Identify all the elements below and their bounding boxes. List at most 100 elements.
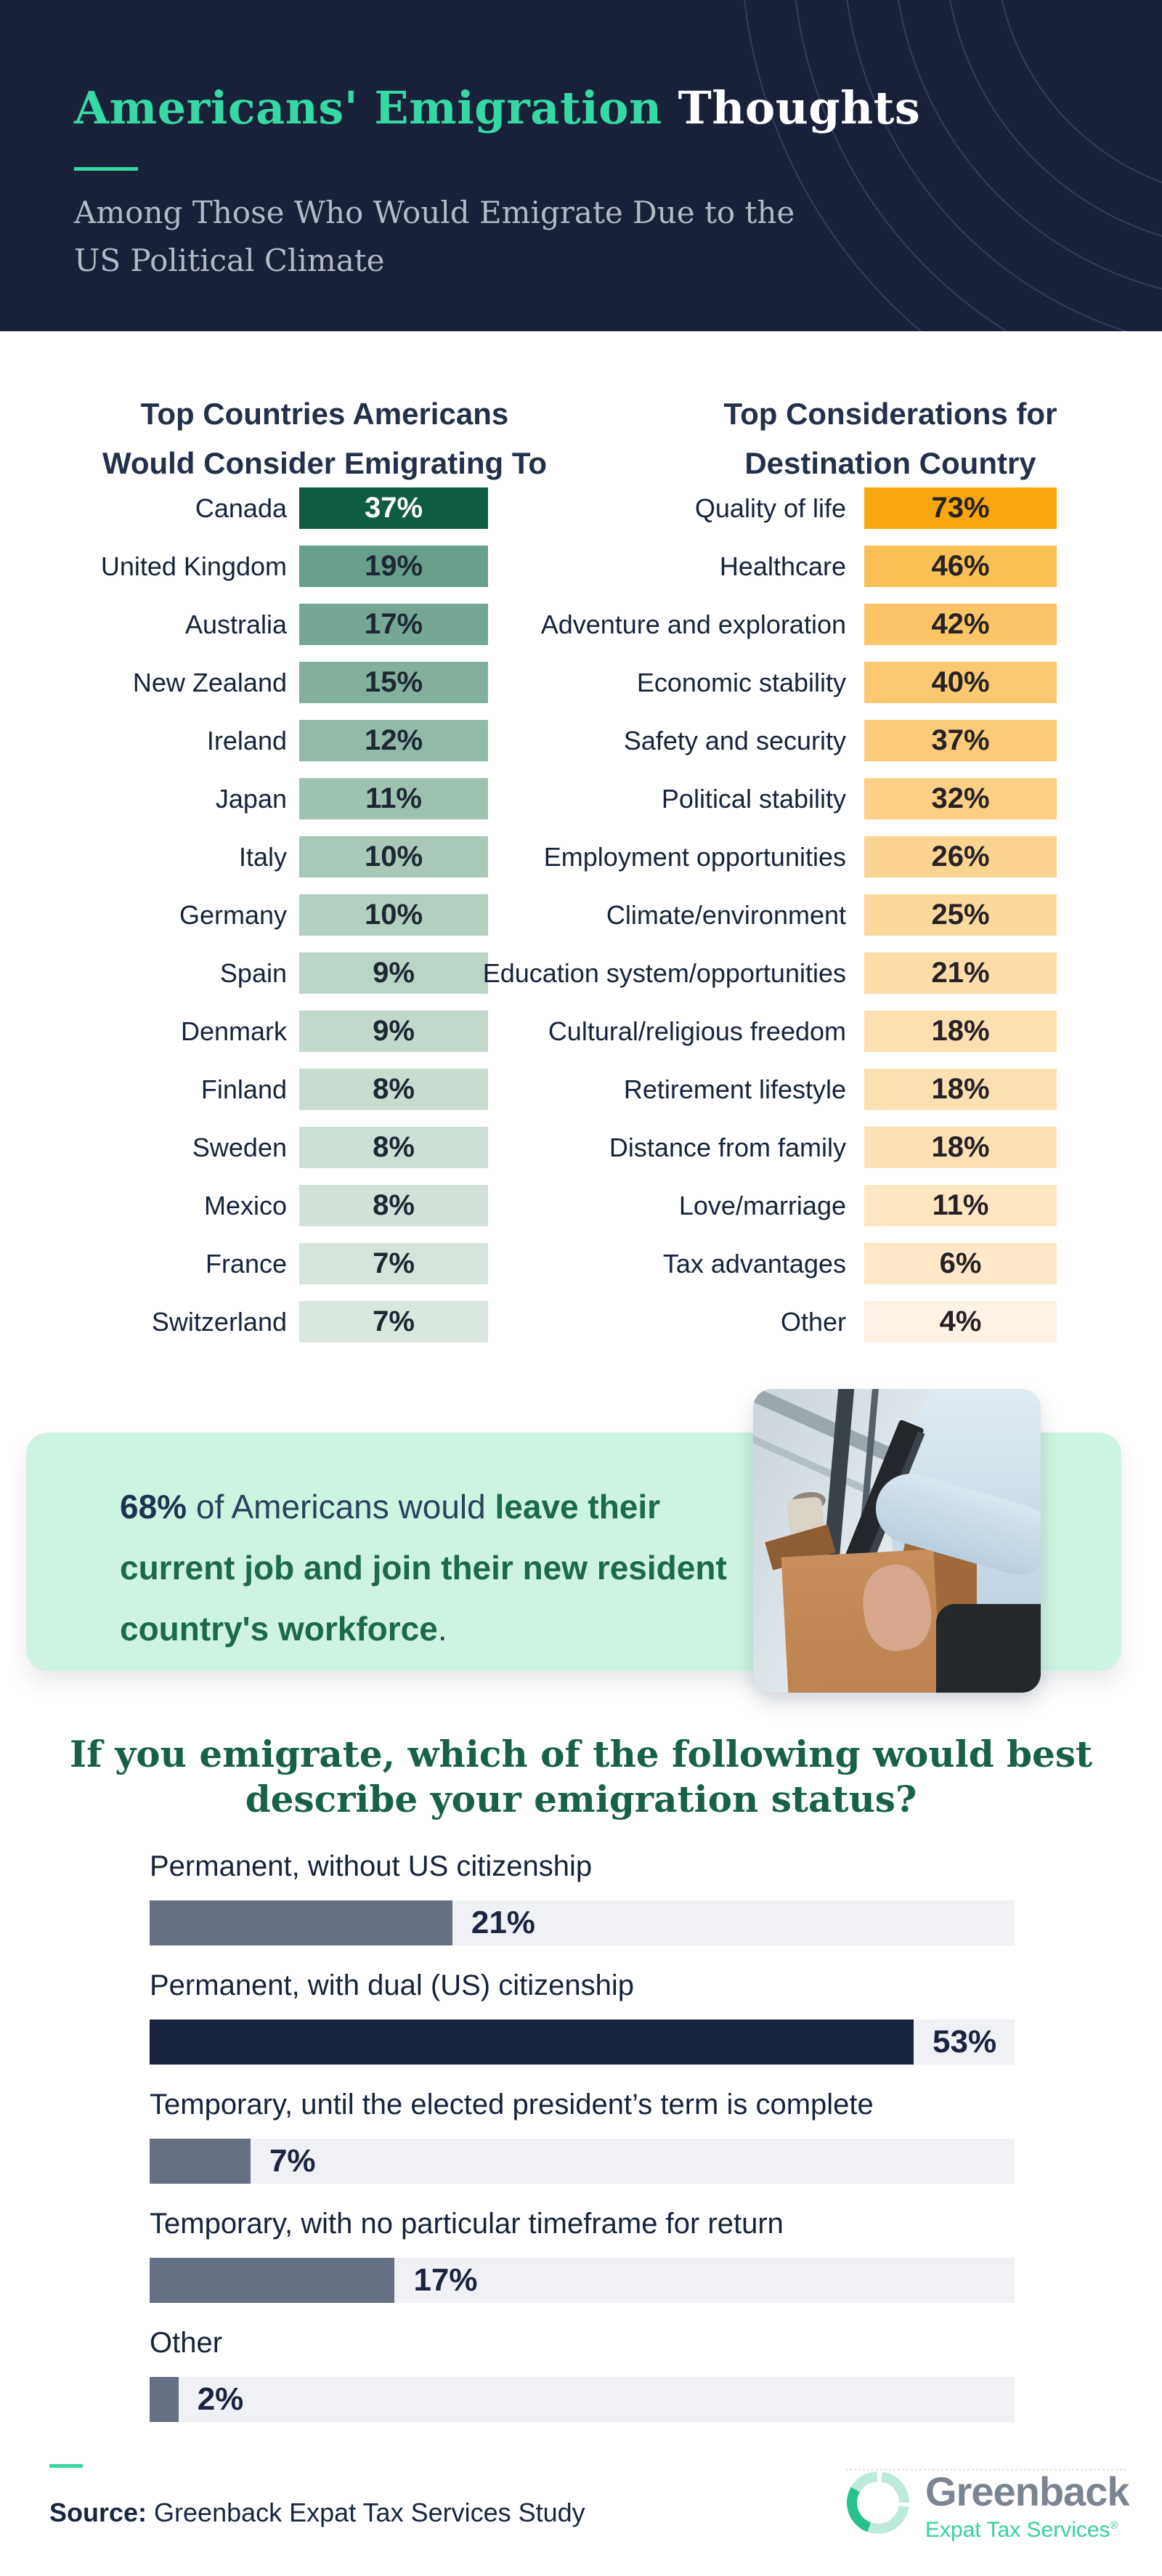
bar: 7% [299,1243,488,1284]
bar: 18% [864,1010,1057,1052]
bar: 17% [299,604,488,645]
chart-row: Ireland 12% [0,720,488,761]
leaving-job-photo [753,1389,1041,1693]
chart-row: Japan 11% [0,778,488,819]
status-label: Permanent, with dual (US) citizenship [150,1969,634,2001]
category-label: Italy [238,841,287,872]
greenback-logo-tagline: Expat Tax Services® [925,2514,1129,2543]
bar-value: 17% [364,608,423,640]
chart-row: Tax advantages 6% [450,1243,1057,1284]
left-chart-title-line1: Top Countries Americans [140,397,509,431]
bar-value: 11% [932,1189,989,1221]
bar-track: 53% [150,2020,1015,2065]
category-label: Economic stability [636,667,846,697]
bar: 11% [299,778,488,819]
chart-row: Australia 17% [0,604,488,645]
status-label: Permanent, without US citizenship [150,1850,593,1882]
page-title-rest: Thoughts [662,81,921,134]
greenback-logo-icon [847,2471,909,2534]
category-label: Finland [200,1074,287,1104]
chart-row: Sweden 8% [0,1127,488,1168]
status-row: Other 2% [150,2326,1015,2422]
bar-fill [150,2377,179,2422]
bar-track: 2% [150,2377,1015,2422]
bar-value: 6% [939,1247,982,1279]
page-subtitle-line2: US Political Climate [74,243,385,278]
chart-row: Safety and security 37% [450,720,1057,761]
chart-row: France 7% [0,1243,488,1284]
bar: 19% [299,546,488,587]
page-title-accent: Americans' Emigration [74,81,662,134]
callout-segment: of Americans would [187,1488,495,1526]
chart-row: Quality of life 73% [450,487,1057,529]
chart-row: Canada 37% [0,487,488,529]
left-chart-title-line2: Would Consider Emigrating To [102,446,548,480]
bar-value: 9% [373,1015,415,1047]
chart-row: Distance from family 18% [450,1127,1057,1168]
callout-text: 68% of Americans would leave their curre… [120,1476,734,1659]
source-text: Greenback Expat Tax Services Study [147,2498,585,2527]
category-label: Safety and security [623,725,846,756]
category-label: Denmark [180,1016,287,1046]
category-label: Germany [179,899,287,930]
bar: 8% [299,1069,488,1110]
category-label: Switzerland [151,1306,287,1337]
bar: 4% [864,1301,1057,1342]
status-row: Temporary, with no particular timeframe … [150,2207,1015,2303]
header-banner: Americans' Emigration Thoughts Among Tho… [0,0,1162,331]
bar-value: 9% [373,957,415,989]
category-label: Retirement lifestyle [623,1074,846,1104]
status-row: Permanent, without US citizenship 21% [150,1850,1015,1945]
bar: 12% [299,720,488,761]
callout-segment: leave their current job and join their n… [120,1488,727,1648]
bar-value: 10% [364,899,423,931]
category-label: Australia [184,609,287,639]
bar-fill [150,2020,914,2065]
page-subtitle-line1: Among Those Who Would Emigrate Due to th… [74,195,795,230]
category-label: Mexico [203,1190,287,1220]
bar: 18% [864,1127,1057,1168]
bar-value: 40% [931,666,990,698]
callout-segment: . [437,1610,447,1648]
emigration-status-chart-title: If you emigrate, which of the following … [0,1732,1162,1822]
bar-value: 15% [364,666,423,698]
status-label: Other [150,2327,223,2359]
bar: 6% [864,1243,1057,1284]
bar-value: 21% [471,1905,535,1940]
right-chart-title-line2: Destination Country [744,446,1036,480]
bar: 10% [299,894,488,936]
bar-track: 21% [150,1900,1015,1945]
category-label: Other [780,1306,846,1337]
source-note: Source: Greenback Expat Tax Services Stu… [49,2498,585,2528]
chart-row: Economic stability 40% [450,662,1057,703]
chart-row: New Zealand 15% [0,662,488,703]
category-label: Cultural/religious freedom [548,1016,846,1046]
left-chart-title: Top Countries Americans Would Consider E… [74,389,575,488]
category-label: Canada [195,493,287,523]
chart-row: Finland 8% [0,1069,488,1110]
bar-value: 12% [364,724,423,756]
bar-value: 7% [373,1305,415,1337]
bar: 40% [864,662,1057,703]
status-label: Temporary, until the elected president’s… [150,2089,874,2121]
bar-fill [150,1900,452,1945]
emigration-status-chart: Permanent, without US citizenship 21% Perm… [150,1850,1015,2445]
page-subtitle: Among Those Who Would Emigrate Due to th… [74,189,795,285]
category-label: France [205,1248,287,1279]
chart-row: Healthcare 46% [450,546,1057,587]
source-label: Source: [49,2498,147,2527]
chart-row: Cultural/religious freedom 18% [450,1010,1057,1052]
bar-value: 2% [197,2381,244,2417]
bar-value: 11% [365,782,422,814]
bar-value: 46% [931,550,990,582]
bar-value: 53% [933,2024,997,2059]
bar: 21% [864,952,1057,994]
category-label: Ireland [206,725,287,756]
chart-row: Switzerland 7% [0,1301,488,1342]
bar-value: 42% [931,608,990,640]
category-label: Education system/opportunities [482,957,846,988]
bar: 9% [299,952,488,994]
bar-value: 25% [931,899,990,931]
category-label: Adventure and exploration [540,609,846,639]
